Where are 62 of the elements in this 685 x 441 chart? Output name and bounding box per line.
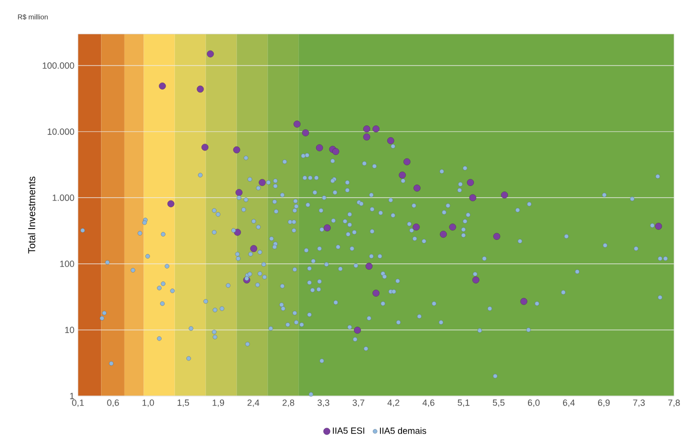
point	[440, 230, 447, 238]
y-tick-label: 10	[65, 326, 74, 334]
point	[466, 179, 474, 186]
point	[294, 120, 300, 128]
point	[655, 222, 662, 230]
point	[363, 134, 370, 140]
point	[258, 179, 266, 186]
point	[404, 158, 410, 166]
point	[196, 86, 204, 93]
point	[158, 82, 166, 90]
point	[236, 189, 242, 196]
x-tick-label: 0,1	[72, 400, 84, 407]
point	[302, 129, 310, 136]
point	[449, 224, 456, 230]
y-tick-label: 1	[70, 392, 74, 400]
point	[250, 245, 258, 252]
point	[332, 148, 340, 155]
point	[363, 125, 370, 132]
point	[387, 137, 394, 144]
point	[469, 194, 476, 202]
point	[520, 298, 528, 305]
x-tick-label: 2,8	[282, 400, 294, 407]
point	[398, 172, 406, 179]
x-tick-label: 1,0	[142, 400, 154, 407]
point	[501, 192, 508, 198]
point	[354, 326, 361, 334]
y-tick-label: 10.000	[48, 128, 74, 135]
point	[372, 125, 380, 132]
x-tick-label: 1,9	[212, 400, 224, 407]
point	[234, 228, 241, 236]
x-tick-label: 3,3	[318, 400, 330, 407]
x-tick-label: 6,4	[563, 400, 575, 407]
point	[167, 200, 174, 208]
point	[233, 146, 240, 154]
point	[412, 224, 420, 230]
y-axis-title: Total Investments	[28, 176, 36, 254]
x-tick-label: 4,6	[422, 400, 434, 407]
x-tick-label: 4,2	[387, 400, 400, 407]
y-tick-label: 1.000	[52, 194, 74, 201]
point	[316, 144, 323, 152]
point	[493, 232, 500, 240]
y-tick-label: 100	[60, 260, 74, 267]
point	[366, 262, 372, 270]
x-tick-label: 1,5	[178, 400, 190, 407]
legend-label: IIA5 demais	[380, 427, 426, 434]
x-tick-label: 2,4	[248, 400, 260, 407]
y-tick-label: 100.000	[42, 62, 74, 69]
x-tick-label: 7,8	[668, 400, 680, 407]
x-tick-label: 6,9	[598, 400, 610, 407]
x-tick-label: 5,5	[492, 400, 505, 407]
x-tick-label: 6,0	[528, 400, 540, 407]
point	[472, 276, 480, 284]
point	[201, 144, 208, 151]
point	[206, 50, 214, 58]
point	[372, 290, 380, 297]
x-tick-label: 0,6	[107, 400, 119, 407]
x-tick-label: 3,7	[352, 400, 364, 407]
x-tick-label: 5,1	[458, 400, 470, 407]
x-tick-label: 7,3	[633, 400, 645, 407]
point	[414, 184, 420, 192]
point	[324, 224, 331, 232]
legend-label: IIA5 ESI	[332, 427, 364, 434]
